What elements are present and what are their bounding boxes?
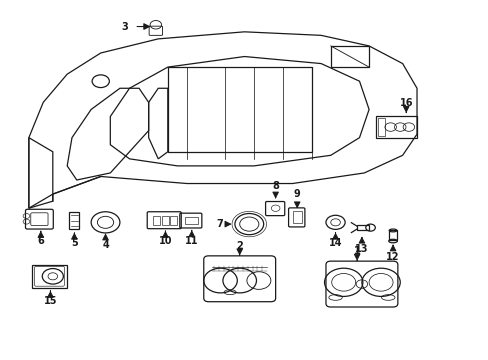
Bar [153,216,160,225]
Bar [32,265,66,288]
Bar [170,216,177,225]
Bar [330,46,368,67]
Text: 14: 14 [328,238,342,248]
Text: 3: 3 [121,22,128,32]
Text: 6: 6 [38,237,44,247]
Text: 13: 13 [354,243,368,253]
Bar [377,118,384,136]
Text: 10: 10 [158,237,172,247]
Text: 15: 15 [43,296,57,306]
Text: 9: 9 [293,189,300,199]
Text: 16: 16 [399,98,412,108]
Text: 12: 12 [386,252,399,262]
Bar [376,117,416,138]
Bar [388,230,396,240]
Text: 7: 7 [216,219,223,229]
Text: 5: 5 [71,238,78,248]
Bar [292,211,301,224]
Bar [167,67,311,152]
Bar [68,212,79,229]
Text: 8: 8 [272,181,279,190]
Text: 1: 1 [353,246,360,256]
Bar [161,216,168,225]
Text: 11: 11 [184,236,198,246]
Bar [356,225,368,230]
Bar [184,217,197,224]
Text: 4: 4 [102,240,109,250]
Text: 2: 2 [236,240,243,251]
